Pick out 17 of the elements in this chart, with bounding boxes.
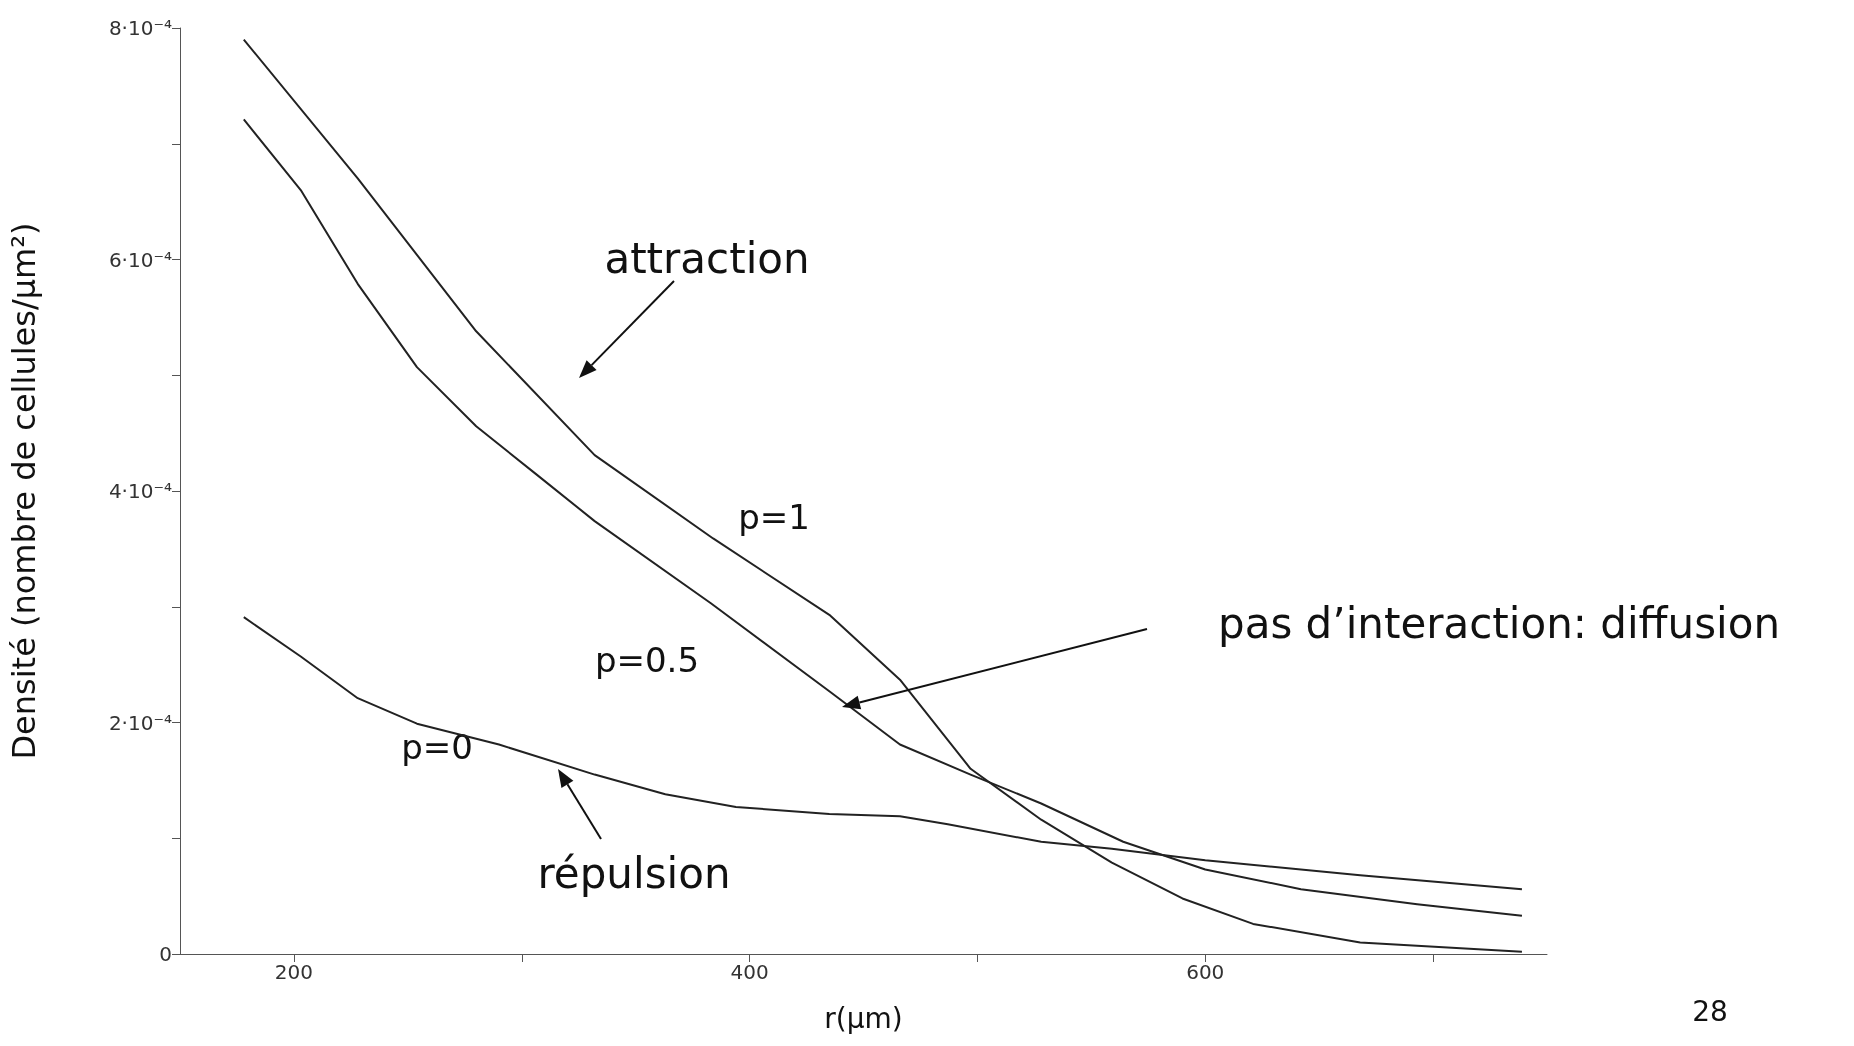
x-axis-title: r(μm) <box>824 1001 903 1035</box>
x-tick-label: 200 <box>274 960 314 984</box>
series-label: p=1 <box>738 497 810 537</box>
annotation: répulsion <box>537 848 731 898</box>
annotation: pas d’interaction: diffusion <box>1217 598 1781 648</box>
text: 28 <box>1692 994 1728 1028</box>
x-tick-label: 600 <box>1186 960 1225 984</box>
y-axis-title: Densité (nombre de cellules/μm²) <box>5 222 43 760</box>
y-tick-label: 4·10⁻⁴ <box>108 479 172 503</box>
series-label: p=0.5 <box>594 640 700 680</box>
annotation: attraction <box>604 233 810 283</box>
y-tick-label: 0 <box>159 942 172 966</box>
y-tick-label: 2·10⁻⁴ <box>108 710 172 735</box>
y-tick-label: 6·10⁻⁴ <box>108 247 172 272</box>
x-tick-label: 400 <box>730 960 769 984</box>
series-label: p=0 <box>401 727 473 767</box>
y-tick-label: 8·10⁻⁴ <box>108 16 172 40</box>
